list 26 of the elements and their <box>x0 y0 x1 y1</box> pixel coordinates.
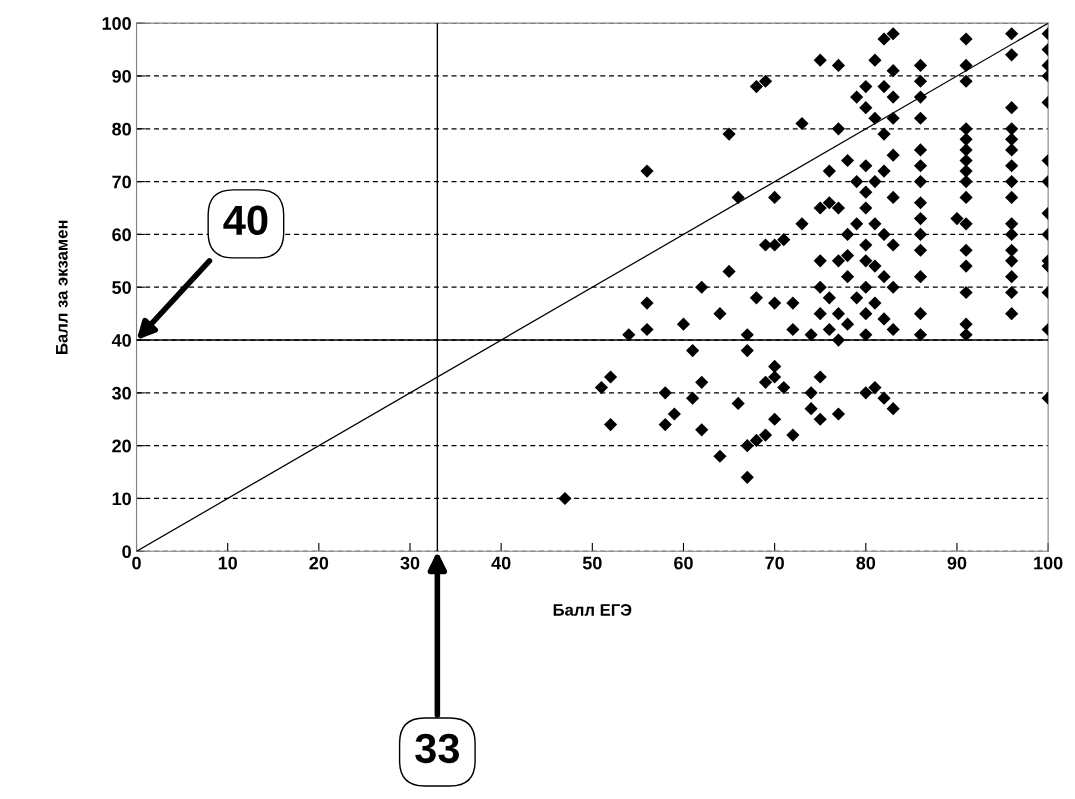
y-tick-label: 10 <box>112 492 131 506</box>
x-tick-label: 40 <box>491 556 511 570</box>
x-tick-label: 100 <box>1034 556 1063 570</box>
y-tick-label: 30 <box>112 386 131 400</box>
y-axis-title: Балл за экзамен <box>56 220 68 354</box>
y-tick-label: 60 <box>112 228 131 242</box>
y-tick-label: 50 <box>112 281 131 294</box>
x-tick-label: 80 <box>856 556 876 570</box>
x-tick-label: 20 <box>309 556 329 570</box>
y-tick-label: 100 <box>102 17 131 30</box>
y-tick-label: 80 <box>112 122 131 136</box>
x-tick-label: 90 <box>947 556 967 570</box>
x-tick-label: 0 <box>132 556 141 570</box>
x-tick-label: 60 <box>674 556 693 570</box>
x-tick-label: 10 <box>218 556 237 570</box>
y-tick-label: 70 <box>112 175 131 189</box>
ref-line-label: 40 <box>223 205 268 236</box>
x-tick-label: 30 <box>400 556 420 570</box>
x-axis-title: Балл ЕГЭ <box>553 604 632 616</box>
y-tick-label: 20 <box>112 439 131 453</box>
ref-line-label: 33 <box>415 733 460 764</box>
x-tick-label: 50 <box>582 556 602 570</box>
x-tick-label: 70 <box>765 556 784 570</box>
y-tick-label: 0 <box>122 545 131 559</box>
y-tick-label: 90 <box>112 69 131 83</box>
y-tick-label: 40 <box>111 333 131 347</box>
